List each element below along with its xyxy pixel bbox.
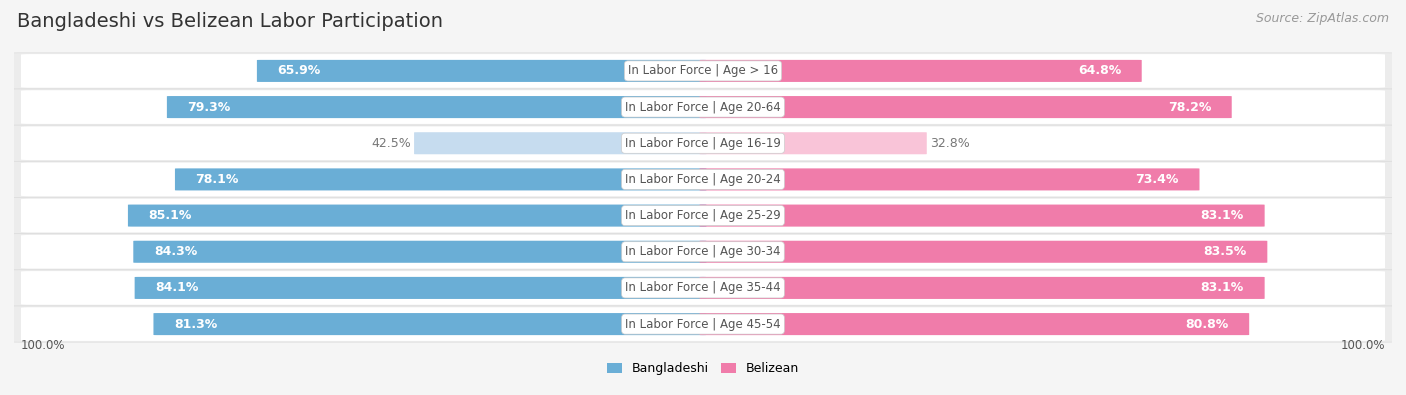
FancyBboxPatch shape <box>134 241 706 263</box>
FancyBboxPatch shape <box>174 168 706 190</box>
Text: 78.2%: 78.2% <box>1168 101 1211 114</box>
FancyBboxPatch shape <box>7 161 1399 198</box>
FancyBboxPatch shape <box>700 60 1142 82</box>
FancyBboxPatch shape <box>7 125 1399 161</box>
FancyBboxPatch shape <box>21 307 1385 341</box>
FancyBboxPatch shape <box>21 126 1385 160</box>
FancyBboxPatch shape <box>21 90 1385 124</box>
FancyBboxPatch shape <box>700 168 1199 190</box>
Text: In Labor Force | Age 16-19: In Labor Force | Age 16-19 <box>626 137 780 150</box>
Text: In Labor Force | Age > 16: In Labor Force | Age > 16 <box>628 64 778 77</box>
Legend: Bangladeshi, Belizean: Bangladeshi, Belizean <box>602 357 804 380</box>
Text: 85.1%: 85.1% <box>149 209 193 222</box>
Text: 84.1%: 84.1% <box>155 281 198 294</box>
FancyBboxPatch shape <box>21 54 1385 88</box>
Text: 83.1%: 83.1% <box>1201 281 1244 294</box>
Text: In Labor Force | Age 20-24: In Labor Force | Age 20-24 <box>626 173 780 186</box>
Text: In Labor Force | Age 25-29: In Labor Force | Age 25-29 <box>626 209 780 222</box>
FancyBboxPatch shape <box>128 205 706 227</box>
Text: 65.9%: 65.9% <box>277 64 321 77</box>
Text: 79.3%: 79.3% <box>187 101 231 114</box>
Text: 64.8%: 64.8% <box>1078 64 1121 77</box>
FancyBboxPatch shape <box>415 132 706 154</box>
Text: 84.3%: 84.3% <box>155 245 197 258</box>
Text: In Labor Force | Age 20-64: In Labor Force | Age 20-64 <box>626 101 780 114</box>
FancyBboxPatch shape <box>700 313 1249 335</box>
Text: Source: ZipAtlas.com: Source: ZipAtlas.com <box>1256 12 1389 25</box>
FancyBboxPatch shape <box>700 205 1264 227</box>
FancyBboxPatch shape <box>153 313 706 335</box>
FancyBboxPatch shape <box>7 270 1399 306</box>
Text: 73.4%: 73.4% <box>1136 173 1178 186</box>
FancyBboxPatch shape <box>167 96 706 118</box>
Text: In Labor Force | Age 45-54: In Labor Force | Age 45-54 <box>626 318 780 331</box>
Text: 83.1%: 83.1% <box>1201 209 1244 222</box>
FancyBboxPatch shape <box>7 234 1399 270</box>
FancyBboxPatch shape <box>21 199 1385 232</box>
Text: 80.8%: 80.8% <box>1185 318 1229 331</box>
FancyBboxPatch shape <box>257 60 706 82</box>
FancyBboxPatch shape <box>21 271 1385 305</box>
FancyBboxPatch shape <box>135 277 706 299</box>
Text: 42.5%: 42.5% <box>371 137 411 150</box>
FancyBboxPatch shape <box>21 235 1385 269</box>
Text: 32.8%: 32.8% <box>931 137 970 150</box>
FancyBboxPatch shape <box>7 306 1399 342</box>
Text: In Labor Force | Age 35-44: In Labor Force | Age 35-44 <box>626 281 780 294</box>
Text: 78.1%: 78.1% <box>195 173 239 186</box>
Text: 100.0%: 100.0% <box>21 339 66 352</box>
FancyBboxPatch shape <box>7 53 1399 89</box>
Text: 100.0%: 100.0% <box>1340 339 1385 352</box>
FancyBboxPatch shape <box>7 89 1399 125</box>
FancyBboxPatch shape <box>21 163 1385 196</box>
FancyBboxPatch shape <box>700 241 1267 263</box>
Text: Bangladeshi vs Belizean Labor Participation: Bangladeshi vs Belizean Labor Participat… <box>17 12 443 31</box>
FancyBboxPatch shape <box>700 132 927 154</box>
Text: 83.5%: 83.5% <box>1204 245 1247 258</box>
Text: 81.3%: 81.3% <box>174 318 218 331</box>
Text: In Labor Force | Age 30-34: In Labor Force | Age 30-34 <box>626 245 780 258</box>
FancyBboxPatch shape <box>700 96 1232 118</box>
FancyBboxPatch shape <box>7 198 1399 234</box>
FancyBboxPatch shape <box>700 277 1264 299</box>
